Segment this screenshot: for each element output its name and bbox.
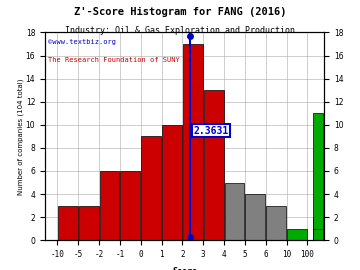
Text: Score: Score <box>172 267 197 270</box>
Bar <box>141 136 161 240</box>
Y-axis label: Number of companies (104 total): Number of companies (104 total) <box>18 78 24 195</box>
Bar <box>100 171 120 240</box>
Text: ©www.textbiz.org: ©www.textbiz.org <box>48 39 116 45</box>
Bar <box>312 113 323 240</box>
Text: 2.3631: 2.3631 <box>193 126 228 136</box>
Bar <box>79 206 99 240</box>
Bar <box>204 90 224 240</box>
Bar <box>121 171 140 240</box>
Bar <box>246 194 265 240</box>
Bar <box>266 206 286 240</box>
Bar <box>312 229 323 240</box>
Bar <box>287 229 307 240</box>
Text: The Research Foundation of SUNY: The Research Foundation of SUNY <box>48 57 180 63</box>
Bar <box>312 217 323 240</box>
Bar <box>312 229 323 240</box>
Bar <box>162 125 182 240</box>
Bar <box>58 206 78 240</box>
Bar <box>225 183 244 240</box>
Bar <box>183 44 203 240</box>
Text: Z'-Score Histogram for FANG (2016): Z'-Score Histogram for FANG (2016) <box>74 7 286 17</box>
Text: Industry: Oil & Gas Exploration and Production: Industry: Oil & Gas Exploration and Prod… <box>65 26 295 35</box>
